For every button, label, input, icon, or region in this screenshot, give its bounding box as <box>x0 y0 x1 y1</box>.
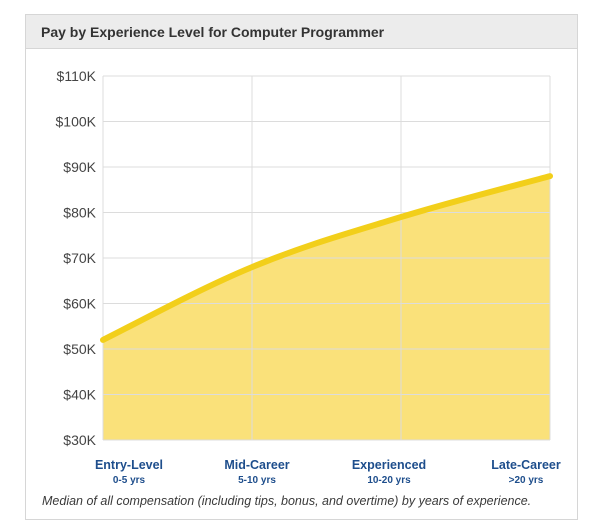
x-category-sublabel: 0-5 yrs <box>113 475 146 486</box>
y-tick-label: $70K <box>63 250 96 266</box>
x-category-sublabel: >20 yrs <box>509 475 544 486</box>
y-tick-label: $110K <box>57 68 97 84</box>
x-category-sublabel: 10-20 yrs <box>367 475 411 486</box>
card-header: Pay by Experience Level for Computer Pro… <box>26 15 577 49</box>
y-tick-label: $50K <box>63 341 96 357</box>
y-tick-label: $80K <box>63 205 96 221</box>
y-tick-label: $100K <box>56 114 97 130</box>
y-tick-label: $90K <box>63 159 96 175</box>
y-tick-label: $40K <box>63 387 96 403</box>
chart-title: Pay by Experience Level for Computer Pro… <box>41 24 385 40</box>
series-line <box>100 173 553 343</box>
y-tick-label: $60K <box>63 296 96 312</box>
x-category-label: Experienced <box>352 458 426 472</box>
x-category-label: Entry-Level <box>95 458 163 472</box>
x-category-label: Mid-Career <box>224 458 289 472</box>
y-tick-label: $30K <box>63 432 96 448</box>
area-fill <box>103 176 550 440</box>
chart-caption: Median of all compensation (including ti… <box>42 494 532 508</box>
x-category-sublabel: 5-10 yrs <box>238 475 276 486</box>
x-category-label: Late-Career <box>491 458 561 472</box>
